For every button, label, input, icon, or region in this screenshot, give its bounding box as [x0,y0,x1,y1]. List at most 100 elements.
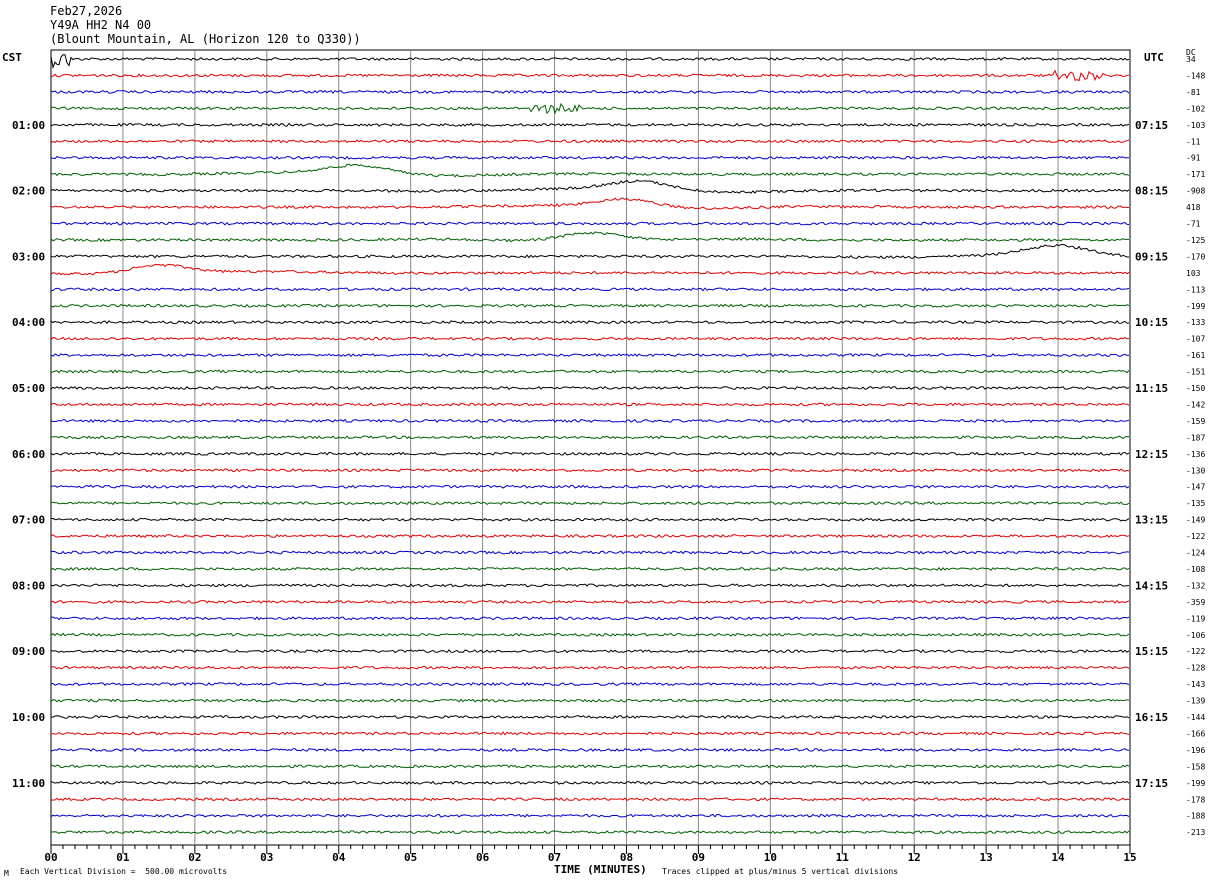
x-axis-title: TIME (MINUTES) [554,863,647,876]
station-name: Y49A HH2 N4 00 [50,18,152,32]
seismic-trace [50,517,1130,522]
dc-offset-label: -103 [1186,121,1205,130]
right-hour-label: 07:15 [1135,119,1168,132]
right-timezone-label: UTC [1144,51,1164,64]
dc-offset-label: -108 [1186,565,1205,574]
x-tick-label: 06 [476,851,490,864]
seismic-trace [50,353,1130,358]
footer-mark: M [4,869,9,878]
x-tick-label: 15 [1123,851,1136,864]
seismic-trace [50,830,1130,835]
seismic-trace [50,385,1130,391]
seismic-trace [50,263,1130,276]
seismic-trace [50,797,1130,802]
right-hour-label: 12:15 [1135,448,1168,461]
dc-offset-label: -170 [1186,252,1205,261]
seismic-trace [50,54,1130,70]
dc-offset-label: -150 [1186,384,1205,393]
dc-offset-label: -196 [1186,746,1205,755]
x-tick-label: 04 [332,851,346,864]
dc-offset-label: -113 [1186,285,1205,294]
right-hour-label: 16:15 [1135,711,1168,724]
plot-frame [50,49,1131,846]
dc-offset-label: -128 [1186,664,1205,673]
x-tick-label: 10 [764,851,777,864]
dc-offset-label: 34 [1186,55,1196,64]
seismic-trace [50,566,1130,571]
seismic-trace [50,780,1130,785]
x-tick-label: 03 [260,851,273,864]
seismic-trace [50,583,1130,588]
seismic-trace [50,747,1130,752]
dc-offset-label: -188 [1186,812,1205,821]
dc-offset-label: 418 [1186,203,1201,212]
dc-offset-label: -187 [1186,433,1205,442]
seismic-trace [50,336,1130,341]
dc-offset-label: -142 [1186,400,1205,409]
seismic-trace [50,550,1130,555]
seismic-trace [50,435,1130,440]
right-hour-label: 17:15 [1135,777,1168,790]
seismic-trace [50,303,1130,308]
left-hour-label: 08:00 [12,579,45,592]
dc-offset-label: -122 [1186,647,1205,656]
dc-offset-label: -119 [1186,614,1205,623]
dc-offset-label: -130 [1186,466,1205,475]
dc-offset-label: -166 [1186,729,1205,738]
seismic-trace [50,468,1130,473]
dc-offset-label: -125 [1186,236,1205,245]
dc-offset-label: -136 [1186,450,1205,459]
dc-offset-label: -213 [1186,828,1205,837]
plot-date: Feb27,2026 [50,4,123,18]
seismic-trace [50,221,1130,226]
seismic-trace [50,231,1129,243]
left-hour-label: 02:00 [12,185,45,198]
x-tick-label: 13 [980,851,993,864]
dc-offset-label: -122 [1186,532,1205,541]
left-hour-label: 11:00 [12,777,45,790]
dc-offset-label: -132 [1186,581,1205,590]
seismic-trace [50,731,1130,736]
seismic-trace [51,484,1130,489]
right-hour-label: 10:15 [1135,316,1168,329]
right-hour-label: 14:15 [1135,579,1168,592]
seismic-trace [51,616,1130,621]
seismic-trace [50,197,1130,210]
dc-offset-label: -161 [1186,351,1205,360]
dc-offset-label: -11 [1186,137,1201,146]
seismic-trace [50,69,1130,82]
dc-offset-label: -199 [1186,779,1205,788]
seismic-trace [50,599,1130,604]
dc-offset-label: -81 [1186,88,1201,97]
seismic-trace [50,534,1130,539]
right-hour-label: 13:15 [1135,514,1168,527]
dc-offset-label: -148 [1186,71,1205,80]
seismic-trace [50,163,1130,178]
seismic-trace [50,764,1130,769]
dc-offset-label: -71 [1186,220,1201,229]
seismic-trace [50,501,1130,506]
seismic-trace [50,122,1130,127]
seismic-trace [50,287,1130,292]
dc-offset-label: -159 [1186,417,1205,426]
seismic-trace [50,418,1130,423]
dc-offset-label: 103 [1186,269,1201,278]
x-tick-label: 01 [116,851,130,864]
left-hour-label: 01:00 [12,119,45,132]
seismic-trace [50,179,1130,194]
seismic-trace [50,715,1130,720]
x-tick-label: 12 [908,851,921,864]
left-hour-label: 05:00 [12,382,45,395]
dc-offset-label: -147 [1186,483,1205,492]
left-hour-label: 10:00 [12,711,45,724]
clip-note: Traces clipped at plus/minus 5 vertical … [662,867,899,876]
seismic-trace [50,649,1130,654]
left-hour-label: 09:00 [12,645,45,658]
x-tick-label: 08 [620,851,633,864]
left-hour-label: 07:00 [12,514,45,527]
station-location: (Blount Mountain, AL (Horizon 120 to Q33… [50,32,361,46]
seismic-trace [50,139,1130,144]
dc-offset-label: -149 [1186,516,1205,525]
dc-offset-label: -908 [1186,187,1205,196]
